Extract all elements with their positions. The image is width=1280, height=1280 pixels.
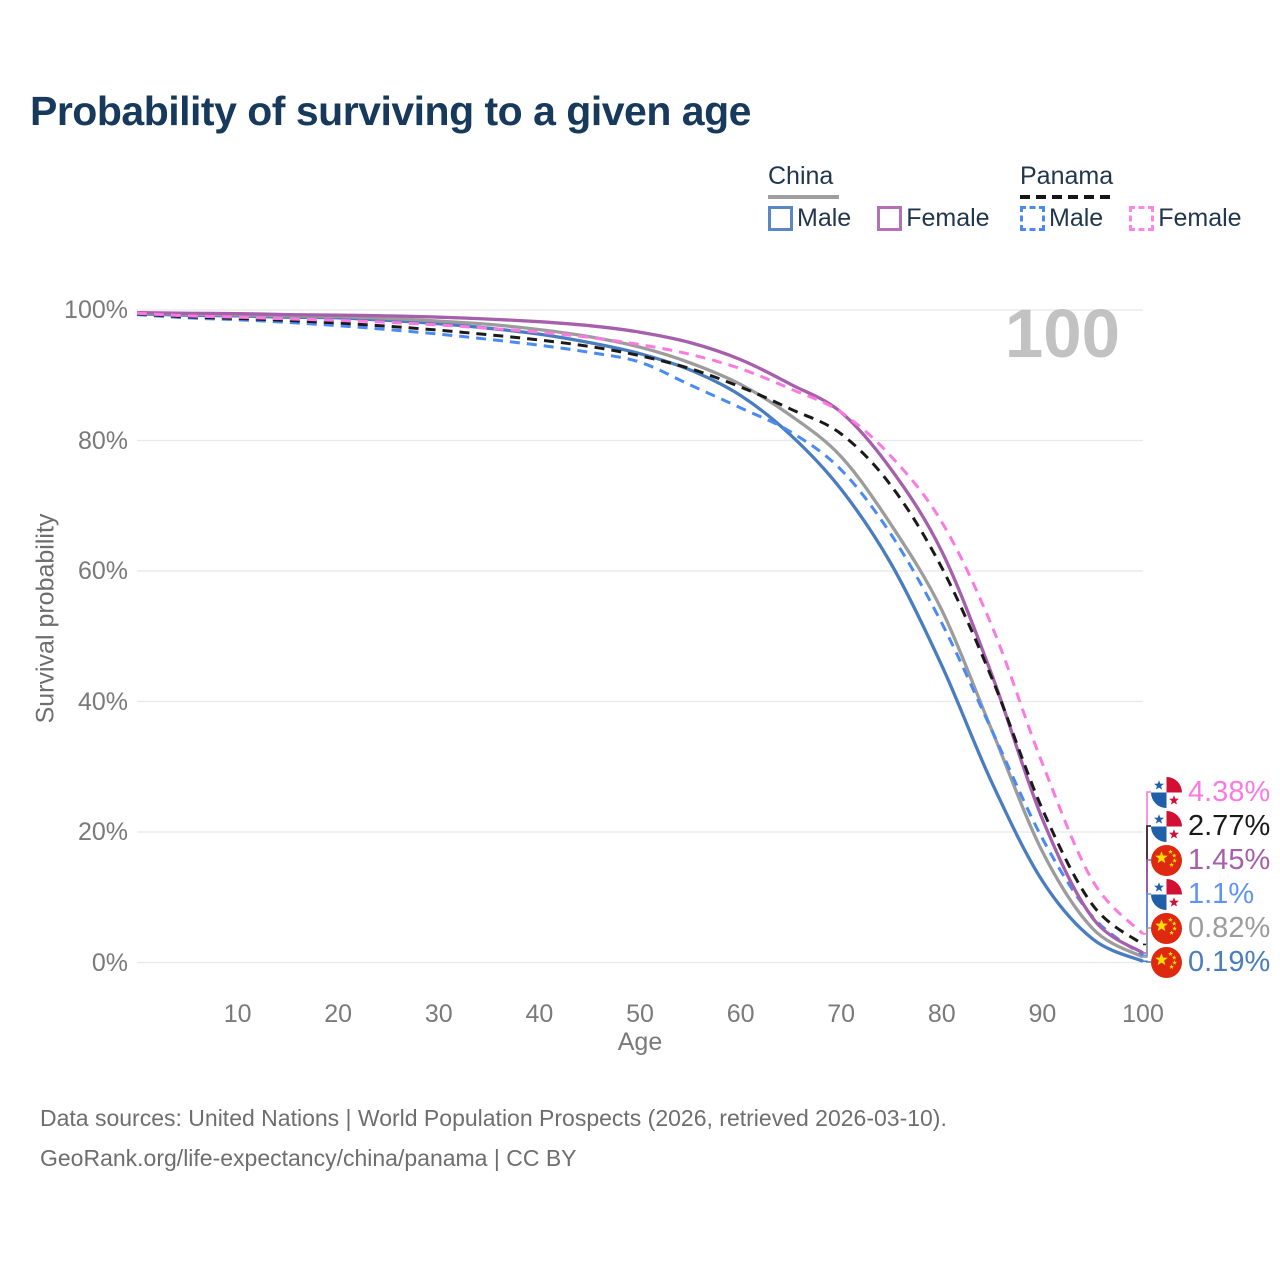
legend-item-panama-female[interactable]: Female <box>1129 204 1242 233</box>
x-tick-label: 70 <box>827 1000 856 1028</box>
x-tick-label: 40 <box>525 1000 554 1028</box>
data-source-note: Data sources: United Nations | World Pop… <box>40 1098 947 1178</box>
legend-group-panama: Panama <box>1020 162 1113 199</box>
y-tick-label: 20% <box>77 818 128 846</box>
series-line-panama-male[interactable] <box>136 313 1144 957</box>
end-label-value: 4.38% <box>1188 776 1271 808</box>
x-tick-label: 50 <box>626 1000 654 1028</box>
china-flag-icon <box>1151 844 1182 876</box>
x-tick-label: 90 <box>1028 1000 1057 1028</box>
china-flag-icon <box>1151 946 1182 978</box>
x-tick-label: 60 <box>726 1000 755 1028</box>
legend-group-china: China <box>768 162 839 199</box>
x-axis-title: Age <box>617 1028 663 1056</box>
panama-female-swatch-icon <box>1129 206 1155 231</box>
y-tick-label: 0% <box>91 948 128 977</box>
page-title: Probability of surviving to a given age <box>30 88 751 134</box>
legend-item-panama-male[interactable]: Male <box>1020 204 1103 233</box>
y-tick-label: 60% <box>77 557 128 585</box>
end-label-value: 1.45% <box>1188 844 1271 876</box>
china-male-swatch-icon <box>768 206 793 231</box>
legend-label: Male <box>1049 204 1104 232</box>
y-tick-label: 100% <box>64 296 128 324</box>
series-line-china-male[interactable] <box>136 312 1144 963</box>
x-tick-label: 80 <box>927 1000 956 1028</box>
legend-label: Female <box>1158 204 1242 232</box>
series-line-panama[interactable] <box>136 312 1144 946</box>
legend-row-china: Male Female <box>768 204 1016 233</box>
legend-header-china[interactable]: China <box>768 162 834 190</box>
legend-label: Male <box>797 204 852 232</box>
end-label-connector <box>1143 927 1151 958</box>
data-source-line1: Data sources: United Nations | World Pop… <box>40 1105 947 1131</box>
y-tick-label: 40% <box>77 687 128 716</box>
china-female-swatch-icon <box>877 206 903 231</box>
panama-flag-icon <box>1151 810 1182 842</box>
panama-flag-icon <box>1151 878 1182 910</box>
legend-item-china-female[interactable]: Female <box>877 204 990 233</box>
legend-row-panama: Male Female <box>1020 204 1268 233</box>
series-line-china-female[interactable] <box>136 310 1144 955</box>
legend-item-china-male[interactable]: Male <box>768 204 851 233</box>
x-tick-label: 30 <box>424 1000 453 1028</box>
panama-male-swatch-icon <box>1020 206 1045 231</box>
legend-label: Female <box>906 204 990 232</box>
series-line-panama-female[interactable] <box>136 311 1145 935</box>
legend-underline-china-solid <box>768 195 839 199</box>
end-label-value: 0.82% <box>1188 912 1271 944</box>
x-tick-label: 10 <box>223 1000 252 1028</box>
legend-underline-panama-dashed <box>1020 195 1111 199</box>
legend-header-panama[interactable]: Panama <box>1020 162 1114 190</box>
end-label-value: 1.1% <box>1188 878 1255 910</box>
x-tick-label: 20 <box>324 1000 353 1028</box>
y-axis-title: Survival probability <box>31 513 60 724</box>
age-watermark: 100 <box>1004 295 1120 372</box>
china-flag-icon <box>1151 912 1182 944</box>
data-source-line2: GeoRank.org/life-expectancy/china/panama… <box>40 1145 577 1171</box>
panama-flag-icon <box>1151 776 1182 808</box>
y-tick-label: 80% <box>77 426 128 455</box>
end-label-connector <box>1143 960 1151 963</box>
end-label-value: 0.19% <box>1188 946 1271 978</box>
end-label-connector <box>1143 893 1151 957</box>
end-label-value: 2.77% <box>1188 810 1271 842</box>
series-line-china[interactable] <box>136 311 1144 959</box>
x-tick-label: 100 <box>1122 1000 1164 1028</box>
